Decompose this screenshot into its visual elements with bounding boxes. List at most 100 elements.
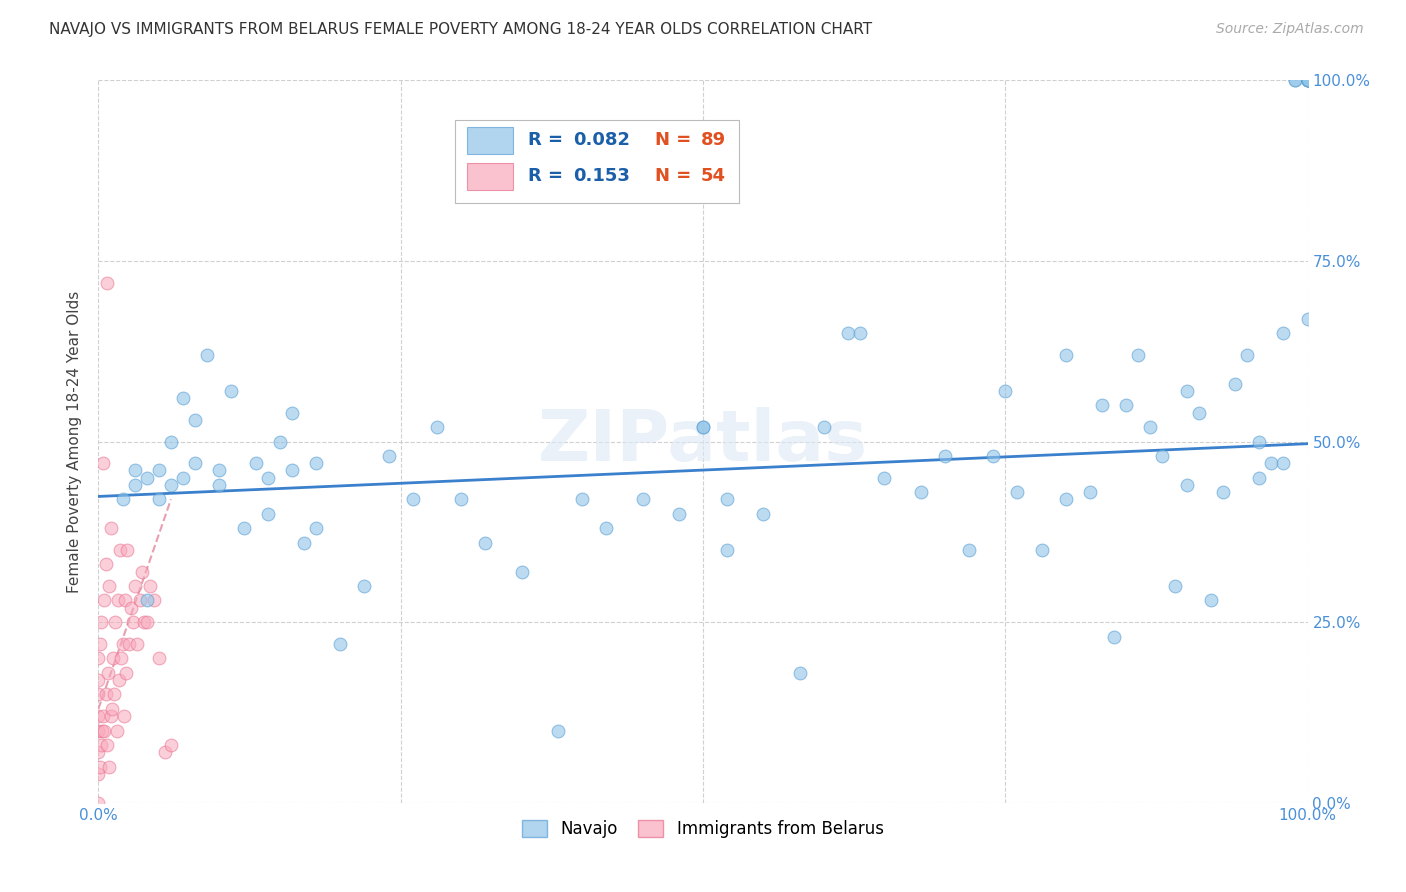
- Point: [245, 456, 267, 470]
- Point: [89, 760, 111, 774]
- Point: [1054, 348, 1077, 362]
- Point: [127, 637, 149, 651]
- Point: [104, 615, 127, 630]
- Point: [994, 384, 1017, 398]
- Point: [91, 709, 114, 723]
- Legend: Navajo, Immigrants from Belarus: Navajo, Immigrants from Belarus: [516, 814, 890, 845]
- Point: [668, 507, 690, 521]
- Point: [1223, 376, 1246, 391]
- Point: [631, 492, 654, 507]
- Point: [98, 579, 121, 593]
- Point: [105, 723, 128, 738]
- Point: [1031, 542, 1053, 557]
- Point: [208, 478, 231, 492]
- Point: [184, 456, 207, 470]
- Point: [124, 579, 146, 593]
- Point: [1188, 406, 1211, 420]
- Point: [108, 542, 131, 557]
- Point: [117, 542, 139, 557]
- Text: R =: R =: [527, 131, 569, 149]
- Point: [122, 615, 145, 630]
- Text: ZIPatlas: ZIPatlas: [538, 407, 868, 476]
- Point: [96, 276, 118, 290]
- Point: [1296, 73, 1319, 87]
- Point: [93, 593, 115, 607]
- Point: [1296, 73, 1319, 87]
- Point: [1272, 326, 1295, 340]
- Point: [115, 665, 138, 680]
- Point: [232, 521, 254, 535]
- Point: [160, 738, 183, 752]
- Point: [281, 463, 304, 477]
- Point: [124, 478, 146, 492]
- Point: [94, 558, 117, 572]
- FancyBboxPatch shape: [467, 162, 513, 190]
- Point: [910, 485, 932, 500]
- Point: [139, 579, 162, 593]
- Point: [547, 723, 569, 738]
- Point: [153, 745, 176, 759]
- Point: [208, 463, 231, 477]
- Point: [1115, 398, 1137, 412]
- Point: [110, 651, 132, 665]
- Point: [91, 723, 114, 738]
- Point: [934, 449, 956, 463]
- Point: [90, 738, 112, 752]
- Point: [184, 413, 207, 427]
- Text: 89: 89: [700, 131, 725, 149]
- Point: [1260, 456, 1282, 470]
- Point: [87, 687, 110, 701]
- Point: [716, 492, 738, 507]
- Point: [1102, 630, 1125, 644]
- Point: [1163, 579, 1185, 593]
- Point: [195, 348, 218, 362]
- Point: [256, 470, 278, 484]
- Point: [1128, 348, 1150, 362]
- Point: [128, 593, 150, 607]
- Point: [1212, 485, 1234, 500]
- Point: [135, 615, 157, 630]
- Point: [101, 651, 124, 665]
- Point: [595, 521, 617, 535]
- Point: [692, 420, 714, 434]
- Point: [87, 745, 110, 759]
- Point: [377, 449, 399, 463]
- Point: [281, 406, 304, 420]
- Point: [124, 463, 146, 477]
- Point: [1284, 73, 1306, 87]
- Point: [1296, 73, 1319, 87]
- Text: 0.082: 0.082: [574, 131, 631, 149]
- Point: [148, 492, 170, 507]
- Point: [1296, 73, 1319, 87]
- Point: [1199, 593, 1222, 607]
- Point: [96, 738, 118, 752]
- Point: [160, 434, 183, 449]
- Point: [1284, 73, 1306, 87]
- Text: N =: N =: [655, 168, 697, 186]
- Point: [1249, 470, 1271, 484]
- Text: N =: N =: [655, 131, 697, 149]
- Point: [957, 542, 980, 557]
- Point: [118, 637, 141, 651]
- Point: [107, 593, 129, 607]
- Point: [103, 687, 125, 701]
- Point: [143, 593, 166, 607]
- Point: [837, 326, 859, 340]
- Point: [1091, 398, 1114, 412]
- Point: [269, 434, 291, 449]
- Text: Source: ZipAtlas.com: Source: ZipAtlas.com: [1216, 22, 1364, 37]
- Point: [97, 665, 120, 680]
- Point: [87, 723, 110, 738]
- Point: [134, 615, 156, 630]
- Point: [849, 326, 872, 340]
- Point: [1175, 384, 1198, 398]
- Point: [172, 470, 194, 484]
- Point: [1152, 449, 1174, 463]
- Point: [93, 723, 115, 738]
- Point: [111, 492, 134, 507]
- Point: [1139, 420, 1161, 434]
- FancyBboxPatch shape: [456, 120, 740, 203]
- Point: [450, 492, 472, 507]
- Point: [1296, 311, 1319, 326]
- Point: [111, 637, 134, 651]
